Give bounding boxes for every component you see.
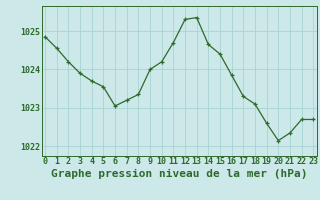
X-axis label: Graphe pression niveau de la mer (hPa): Graphe pression niveau de la mer (hPa) bbox=[51, 169, 308, 179]
